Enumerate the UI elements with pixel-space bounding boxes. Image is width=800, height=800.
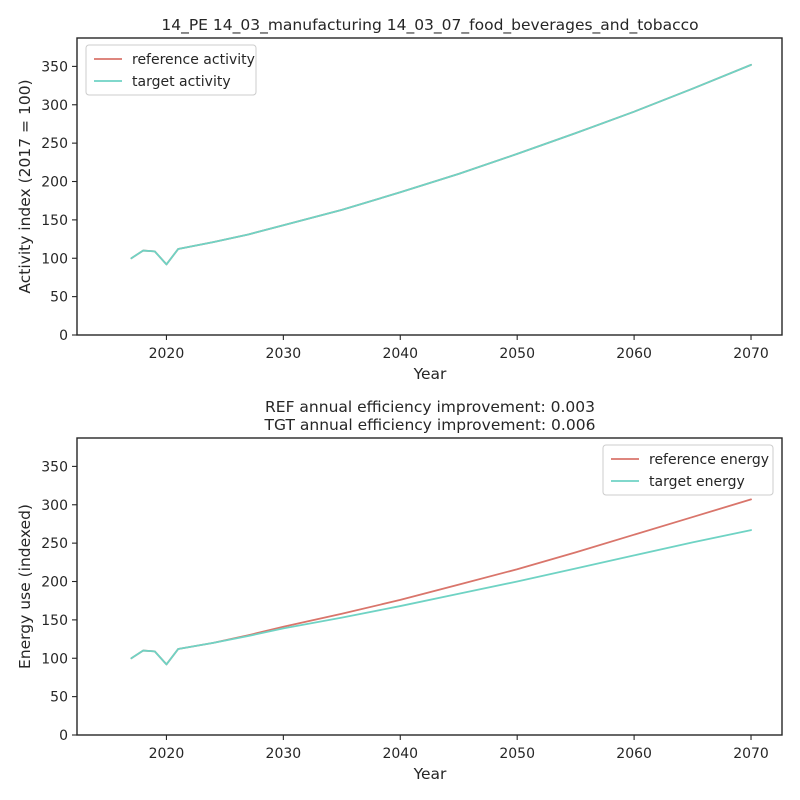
energy-chart: REF annual efficiency improvement: 0.003… bbox=[16, 398, 783, 783]
activity-y-tick-label-100: 100 bbox=[41, 251, 68, 267]
activity-x-tick-label-2020: 2020 bbox=[149, 346, 185, 362]
energy-x-tick-label-2020: 2020 bbox=[149, 746, 185, 762]
energy-x-tick-label-2040: 2040 bbox=[382, 746, 418, 762]
activity-chart-title: 14_PE 14_03_manufacturing 14_03_07_food_… bbox=[161, 16, 698, 35]
activity-x-axis-label: Year bbox=[413, 365, 447, 383]
activity-y-tick-label-350: 350 bbox=[41, 59, 68, 75]
activity-y-axis-label: Activity index (2017 = 100) bbox=[16, 79, 34, 293]
energy-chart-frame bbox=[76, 437, 783, 736]
energy-y-tick-label-350: 350 bbox=[41, 459, 68, 475]
activity-y-tick-label-200: 200 bbox=[41, 175, 68, 191]
activity-y-tick-label-50: 50 bbox=[50, 290, 68, 306]
activity-chart: 14_PE 14_03_manufacturing 14_03_07_food_… bbox=[16, 16, 783, 383]
energy-y-tick-label-150: 150 bbox=[41, 613, 68, 629]
activity-x-tick-label-2040: 2040 bbox=[382, 346, 418, 362]
energy-series-reference-energy bbox=[130, 498, 752, 666]
activity-y-tick-label-150: 150 bbox=[41, 213, 68, 229]
energy-legend-label-target-energy: target energy bbox=[649, 474, 745, 490]
energy-x-axis-label: Year bbox=[413, 765, 447, 783]
energy-chart-title-line-1: REF annual efficiency improvement: 0.003 bbox=[265, 398, 595, 416]
activity-y-tick-label-300: 300 bbox=[41, 98, 68, 114]
activity-x-tick-label-2050: 2050 bbox=[499, 346, 535, 362]
energy-x-tick-label-2060: 2060 bbox=[616, 746, 652, 762]
activity-chart-title-group: 14_PE 14_03_manufacturing 14_03_07_food_… bbox=[161, 16, 698, 35]
energy-series-target-energy bbox=[130, 529, 752, 666]
activity-legend-label-target-activity: target activity bbox=[132, 74, 231, 90]
energy-legend: reference energy target energy bbox=[602, 444, 774, 496]
energy-x-tick-label-2030: 2030 bbox=[266, 746, 302, 762]
activity-x-tick-label-2070: 2070 bbox=[733, 346, 769, 362]
energy-y-tick-label-0: 0 bbox=[59, 728, 68, 744]
activity-series-target-activity bbox=[130, 63, 752, 266]
activity-x-tick-label-2030: 2030 bbox=[266, 346, 302, 362]
energy-y-tick-label-250: 250 bbox=[41, 536, 68, 552]
energy-legend-label-reference-energy: reference energy bbox=[649, 452, 769, 468]
activity-x-tick-label-2060: 2060 bbox=[616, 346, 652, 362]
activity-chart-frame bbox=[76, 37, 783, 336]
energy-y-tick-label-200: 200 bbox=[41, 575, 68, 591]
energy-x-tick-label-2050: 2050 bbox=[499, 746, 535, 762]
activity-legend: reference activity target activity bbox=[85, 44, 257, 96]
energy-y-tick-label-100: 100 bbox=[41, 651, 68, 667]
activity-y-tick-label-250: 250 bbox=[41, 136, 68, 152]
activity-legend-box bbox=[85, 44, 257, 96]
energy-legend-box bbox=[602, 444, 774, 496]
energy-x-tick-label-2070: 2070 bbox=[733, 746, 769, 762]
activity-legend-label-reference-activity: reference activity bbox=[132, 52, 255, 68]
energy-chart-title-line-2: TGT annual efficiency improvement: 0.006 bbox=[264, 416, 596, 434]
energy-y-axis-label: Energy use (indexed) bbox=[16, 504, 34, 669]
activity-y-tick-label-0: 0 bbox=[59, 328, 68, 344]
energy-chart-title-group: REF annual efficiency improvement: 0.003… bbox=[264, 398, 596, 434]
energy-y-tick-label-50: 50 bbox=[50, 690, 68, 706]
energy-y-tick-label-300: 300 bbox=[41, 498, 68, 514]
